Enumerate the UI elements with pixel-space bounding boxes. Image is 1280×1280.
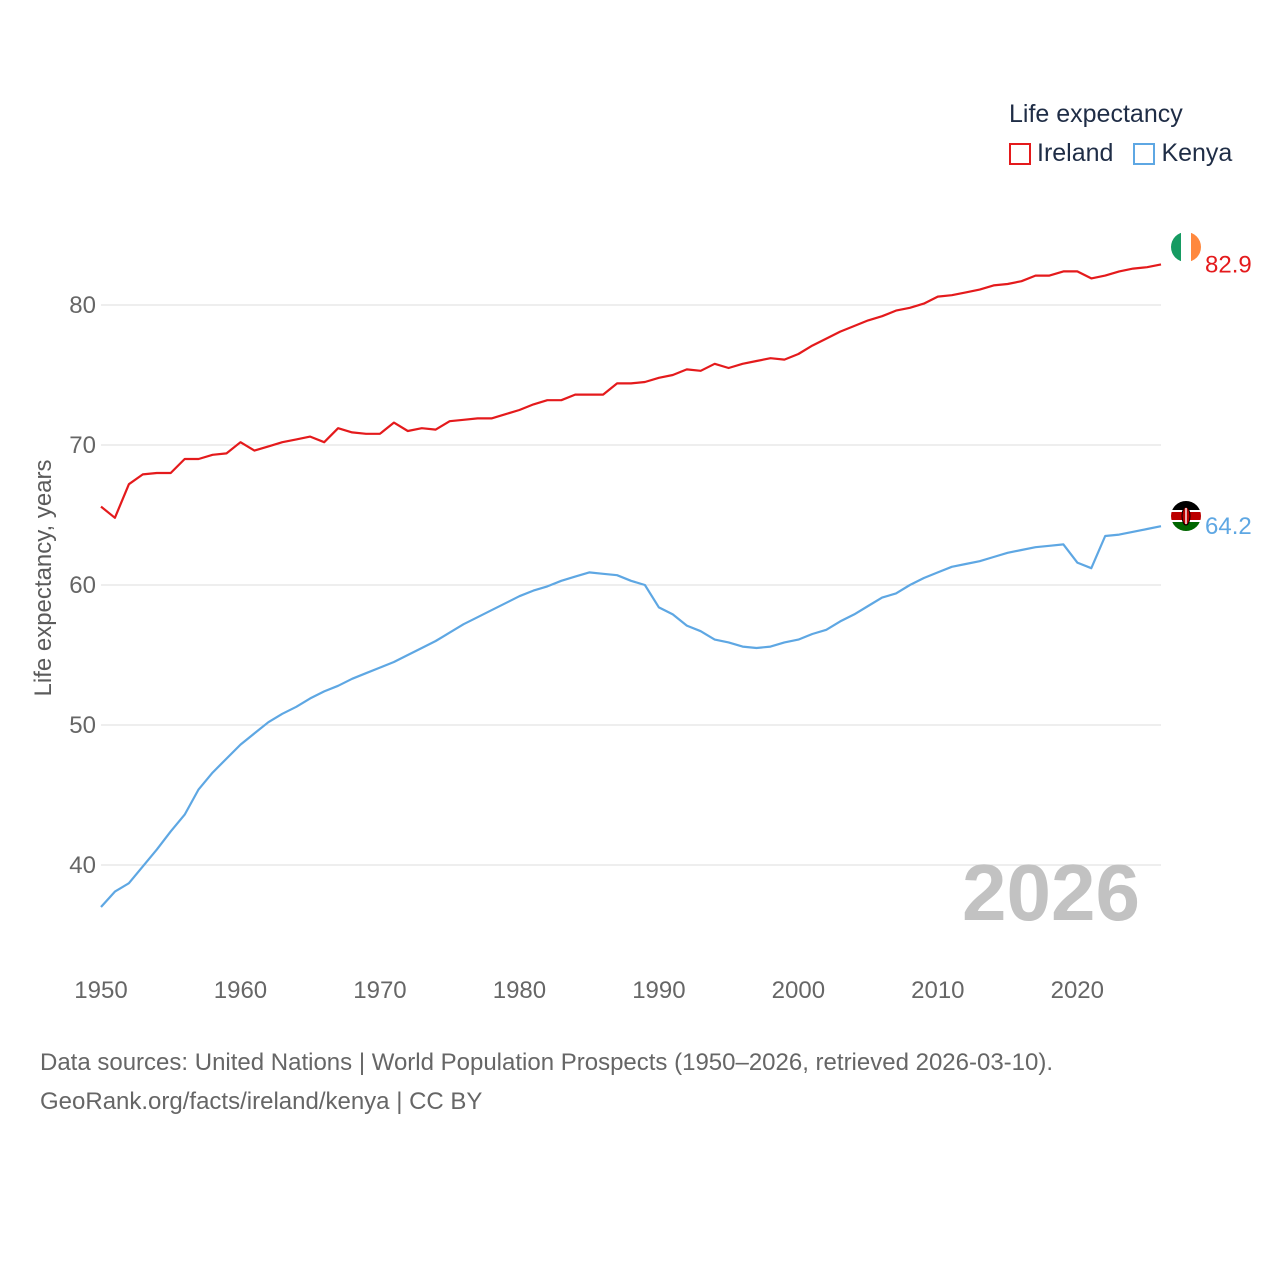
y-tick-labels: 40 50 60 70 80 (69, 292, 96, 879)
legend-item-kenya[interactable]: Kenya (1133, 139, 1232, 168)
series-line-kenya (100, 525, 1162, 908)
legend-label-kenya: Kenya (1161, 139, 1233, 167)
ireland-flag-icon (1171, 232, 1201, 262)
source-note: Data sources: United Nations | World Pop… (40, 1043, 1053, 1121)
source-line-2[interactable]: GeoRank.org/facts/ireland/kenya | CC BY (40, 1088, 483, 1115)
y-axis-label: Life expectancy, years (30, 459, 57, 696)
end-label-ireland: 82.9 (1205, 251, 1252, 278)
series-lines (100, 263, 1162, 908)
legend-title: Life expectancy (1009, 100, 1183, 128)
legend-swatch-kenya (1133, 142, 1156, 165)
y-tick-label: 50 (69, 712, 96, 739)
source-line-1: Data sources: United Nations | World Pop… (40, 1049, 1054, 1076)
y-tick-label: 40 (69, 852, 96, 879)
end-label-kenya: 64.2 (1205, 513, 1252, 540)
legend: Life expectancy Ireland Kenya (1009, 100, 1232, 168)
legend-label-ireland: Ireland (1037, 139, 1114, 167)
legend-item-ireland[interactable]: Ireland (1009, 139, 1113, 168)
x-tick-label: 2010 (911, 977, 964, 1004)
series-line-ireland (100, 263, 1162, 519)
y-tick-label: 80 (69, 292, 96, 319)
year-label: 2026 (962, 848, 1140, 937)
gridlines (101, 304, 1161, 866)
x-tick-label: 1970 (353, 977, 406, 1004)
x-tick-label: 1960 (214, 977, 267, 1004)
series-end-labels: 82.9 64.2 (1205, 251, 1252, 540)
x-tick-label: 1990 (632, 977, 685, 1004)
x-tick-label: 1980 (493, 977, 546, 1004)
x-tick-label: 2000 (772, 977, 825, 1004)
y-tick-label: 70 (69, 432, 96, 459)
x-tick-label: 2020 (1051, 977, 1104, 1004)
x-tick-labels: 1950 1960 1970 1980 1990 2000 2010 2020 (74, 977, 1104, 1004)
series-end-markers (1171, 232, 1201, 531)
y-tick-label: 60 (69, 572, 96, 599)
legend-swatch-ireland (1009, 142, 1031, 165)
x-tick-label: 1950 (74, 977, 127, 1004)
kenya-flag-icon (1171, 501, 1201, 531)
